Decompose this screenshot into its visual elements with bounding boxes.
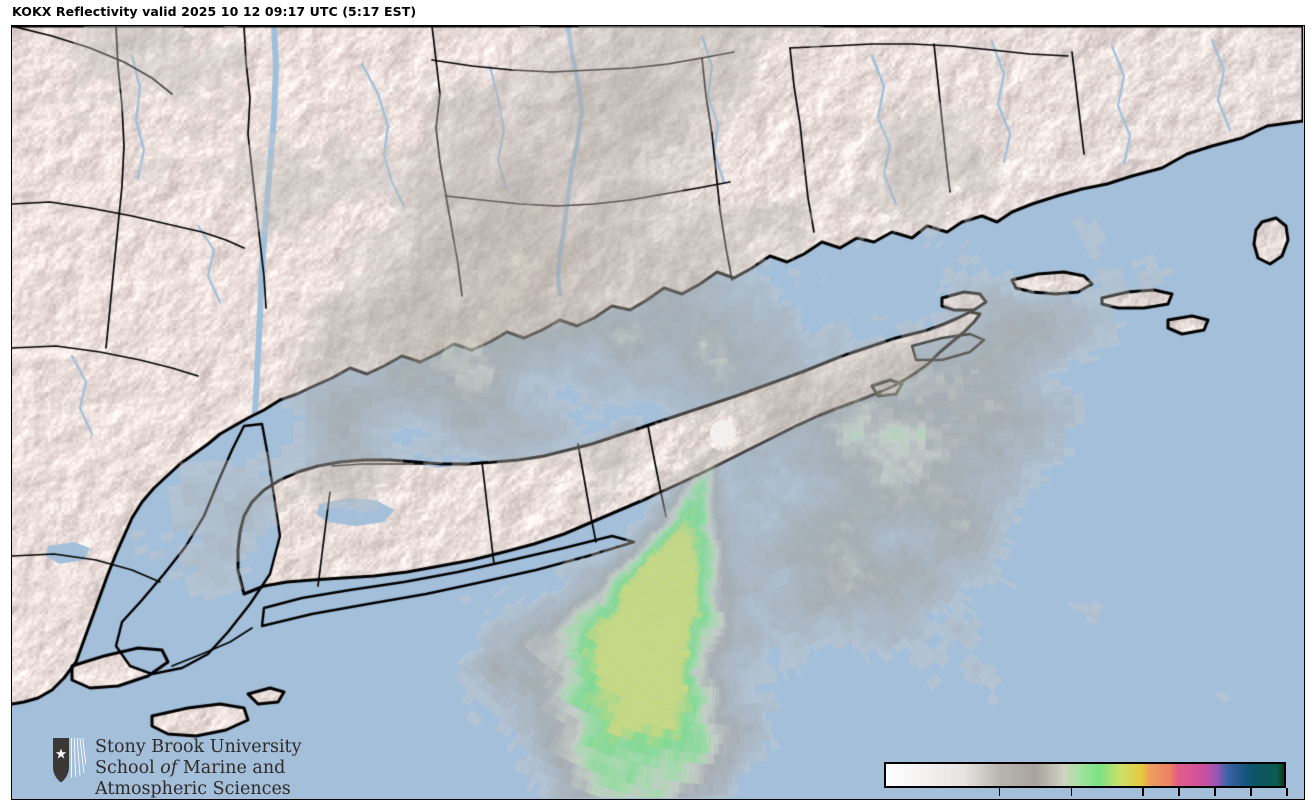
colorbar-tick-label: 80 bbox=[1276, 796, 1295, 799]
colorbar-bar bbox=[884, 762, 1286, 788]
colorbar-tick bbox=[1070, 788, 1073, 796]
colorbar-tick bbox=[1178, 788, 1180, 796]
colorbar-tick-labels: 0 20 40 50 60 70 80 bbox=[884, 796, 1295, 799]
colorbar-tick-label: 70 bbox=[1241, 796, 1260, 799]
reflectivity-colorbar: 0 20 40 50 60 70 80 bbox=[884, 762, 1296, 799]
colorbar-tick bbox=[1250, 788, 1252, 796]
colorbar-tick-label: 60 bbox=[1205, 796, 1224, 799]
radar-map-frame[interactable]: Stony Brook University School of Marine … bbox=[11, 25, 1305, 800]
colorbar-tick bbox=[1286, 788, 1288, 796]
colorbar-tick-label: 20 bbox=[1061, 796, 1080, 799]
colorbar-ticks bbox=[884, 788, 1288, 796]
colorbar-tick bbox=[1214, 788, 1216, 796]
colorbar-tick-label: 50 bbox=[1169, 796, 1188, 799]
colorbar-gradient bbox=[886, 764, 1284, 786]
colorbar-tick bbox=[998, 788, 1001, 796]
page-title: KOKX Reflectivity valid 2025 10 12 09:17… bbox=[12, 4, 417, 19]
radar-map-canvas[interactable] bbox=[12, 26, 1303, 798]
colorbar-tick bbox=[1142, 788, 1144, 796]
colorbar-tick-label: 0 bbox=[994, 796, 1004, 799]
colorbar-tick-label: 40 bbox=[1133, 796, 1152, 799]
